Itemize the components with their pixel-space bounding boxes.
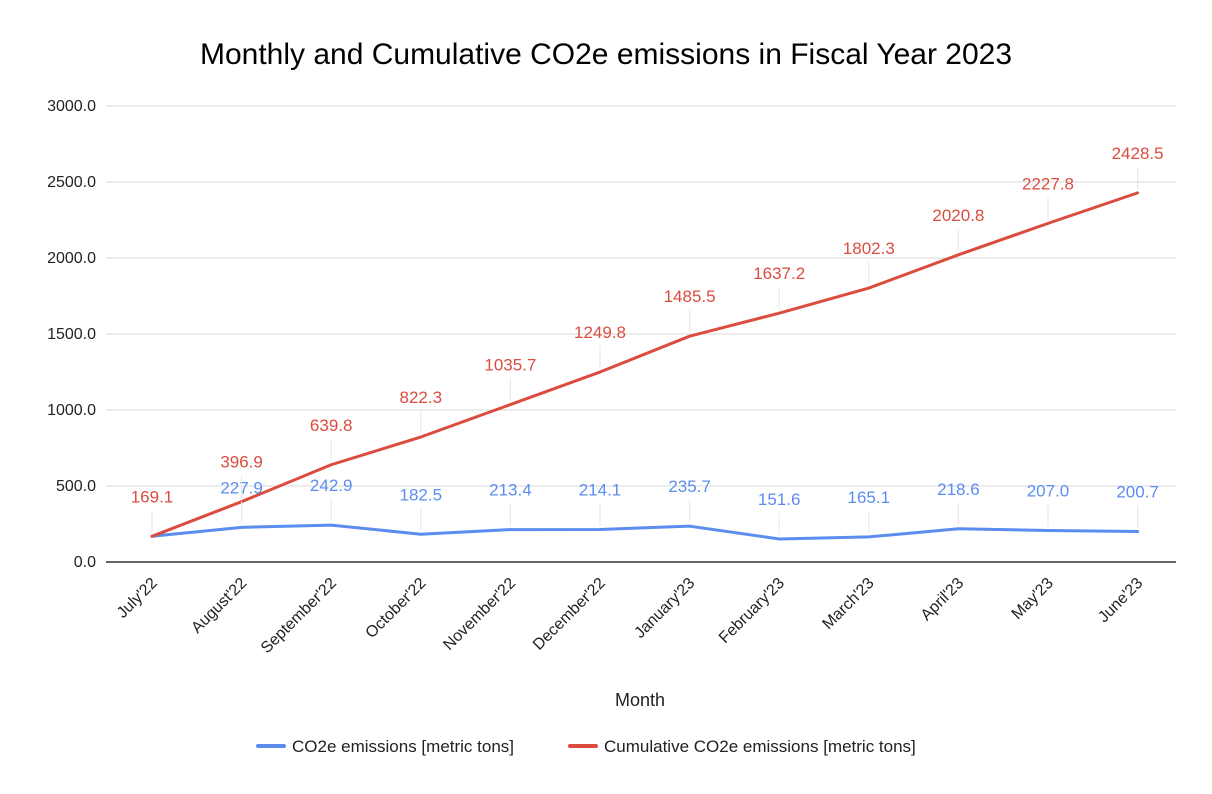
x-tick-label: June'23 [1095, 575, 1146, 626]
data-label: 1637.2 [753, 264, 805, 283]
chart-title: Monthly and Cumulative CO2e emissions in… [200, 38, 1012, 71]
series-line-1 [150, 523, 1140, 541]
y-tick-label: 3000.0 [47, 98, 96, 115]
y-tick-label: 500.0 [56, 478, 96, 495]
data-label: 151.6 [758, 490, 801, 509]
legend: CO2e emissions [metric tons] Cumulative C… [256, 737, 916, 756]
series-line-2 [150, 191, 1140, 538]
data-label: 235.7 [668, 477, 711, 496]
data-label: 182.5 [400, 485, 443, 504]
x-tick-label: March'23 [819, 575, 877, 633]
y-tick-label: 2000.0 [47, 250, 96, 267]
x-tick-label: December'22 [530, 575, 609, 654]
data-label: 2227.8 [1022, 174, 1074, 193]
x-tick-label: January'23 [631, 575, 698, 642]
data-label: 1035.7 [484, 356, 536, 375]
x-tick-label: October'22 [363, 575, 430, 642]
data-label: 2428.5 [1112, 144, 1164, 163]
data-label: 1802.3 [843, 239, 895, 258]
series-lines [150, 191, 1140, 541]
data-label: 2020.8 [932, 206, 984, 225]
gridlines [106, 105, 1176, 563]
data-label: 1485.5 [664, 287, 716, 306]
data-label: 165.1 [848, 488, 891, 507]
data-label: 396.9 [220, 453, 263, 472]
x-tick-label: May'23 [1009, 575, 1057, 623]
data-label: 200.7 [1116, 482, 1159, 501]
data-label: 639.8 [310, 416, 353, 435]
x-axis-title: Month [615, 690, 665, 710]
y-tick-label: 1500.0 [47, 326, 96, 343]
y-axis-ticks: 0.0 500.0 1000.0 1500.0 2000.0 2500.0 3000.0 [47, 98, 96, 571]
x-tick-label: April'23 [918, 575, 967, 624]
y-tick-label: 0.0 [74, 554, 96, 571]
y-tick-label: 2500.0 [47, 174, 96, 191]
x-axis-ticks: July'22 August'22 September'22 October'22 No… [114, 575, 1147, 657]
x-tick-label: November'22 [440, 575, 519, 654]
legend-label-1: CO2e emissions [metric tons] [292, 737, 514, 756]
data-label: 213.4 [489, 481, 532, 500]
y-tick-label: 1000.0 [47, 402, 96, 419]
data-label: 169.1 [131, 487, 174, 506]
x-tick-label: September'22 [258, 575, 340, 657]
data-label: 218.6 [937, 480, 980, 499]
x-tick-label: August'22 [188, 575, 250, 637]
legend-label-2: Cumulative CO2e emissions [metric tons] [604, 737, 916, 756]
data-label: 214.1 [579, 480, 622, 499]
data-label: 242.9 [310, 476, 353, 495]
data-label: 1249.8 [574, 323, 626, 342]
data-label: 822.3 [400, 388, 443, 407]
x-tick-label: February'23 [716, 575, 788, 647]
data-label: 207.0 [1027, 482, 1070, 501]
x-tick-label: July'22 [114, 575, 161, 622]
